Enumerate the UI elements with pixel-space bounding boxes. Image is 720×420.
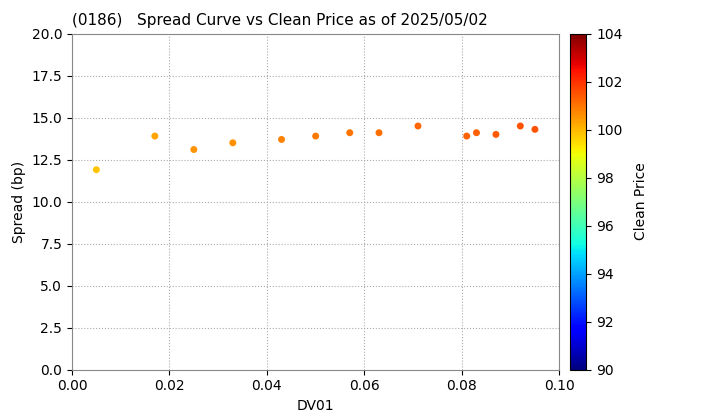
Point xyxy=(471,129,482,136)
Point xyxy=(373,129,384,136)
Point xyxy=(490,131,502,138)
Point xyxy=(310,133,321,139)
Text: (0186)   Spread Curve vs Clean Price as of 2025/05/02: (0186) Spread Curve vs Clean Price as of… xyxy=(72,13,487,28)
Point xyxy=(529,126,541,133)
Point xyxy=(461,133,472,139)
Point xyxy=(227,139,238,146)
Y-axis label: Clean Price: Clean Price xyxy=(634,163,648,241)
Point xyxy=(276,136,287,143)
X-axis label: DV01: DV01 xyxy=(297,399,335,413)
Point xyxy=(413,123,424,129)
Y-axis label: Spread (bp): Spread (bp) xyxy=(12,160,26,243)
Point xyxy=(188,146,199,153)
Point xyxy=(515,123,526,129)
Point xyxy=(91,166,102,173)
Point xyxy=(344,129,356,136)
Point xyxy=(149,133,161,139)
